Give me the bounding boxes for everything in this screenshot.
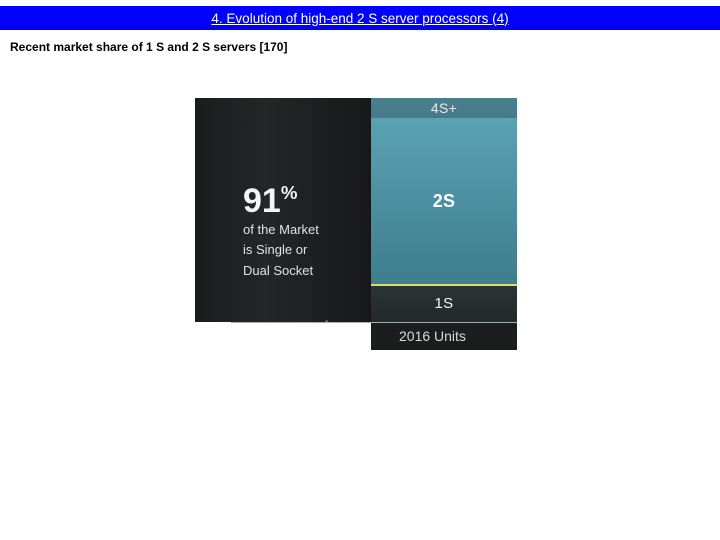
- callout-line-2: Dual Socket: [243, 263, 319, 279]
- slide-title: 4. Evolution of high-end 2 S server proc…: [211, 11, 508, 26]
- callout-line-1: is Single or: [243, 242, 319, 258]
- market-callout: 91% of the Market is Single or Dual Sock…: [243, 184, 319, 279]
- divider-1s: [371, 284, 517, 286]
- title-bar: 4. Evolution of high-end 2 S server proc…: [0, 6, 720, 30]
- market-share-figure: 91% of the Market is Single or Dual Sock…: [195, 98, 517, 350]
- bar-segment-label: 1S: [435, 295, 454, 312]
- x-axis-line: [231, 322, 517, 323]
- bar-segment-label: 4S+: [431, 100, 457, 116]
- bar-segment-4splus: 4S+: [371, 98, 517, 118]
- bar-segment-2s: 2S: [371, 118, 517, 284]
- slide-subtitle: Recent market share of 1 S and 2 S serve…: [10, 40, 287, 54]
- bar-segment-label: 2S: [433, 191, 456, 212]
- callout-number: 91: [243, 182, 281, 220]
- x-axis-tick: -: [325, 316, 328, 327]
- percent-icon: %: [281, 182, 298, 203]
- x-axis-caption: 2016 Units: [399, 328, 466, 344]
- callout-line-0: of the Market: [243, 222, 319, 238]
- stacked-bar: 4S+ 2S 1S: [371, 98, 517, 322]
- bar-segment-1s: 1S: [371, 284, 517, 322]
- callout-value: 91%: [243, 184, 319, 218]
